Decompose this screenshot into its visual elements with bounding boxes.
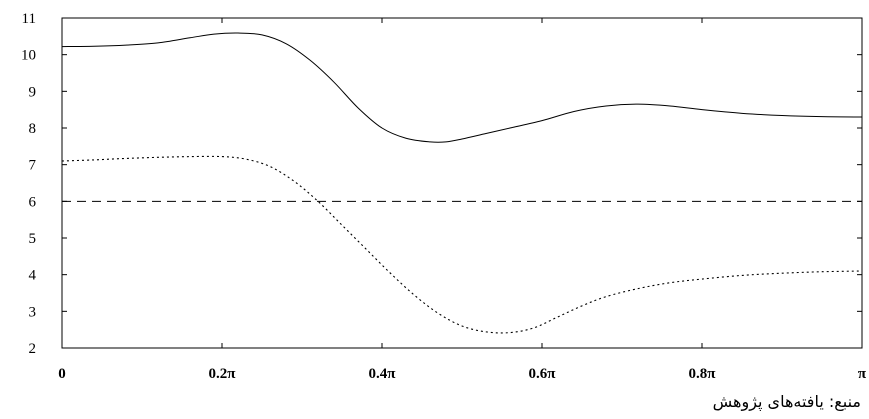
- plot-frame: [61, 17, 863, 349]
- chart: 2 3 4 5 6 7 8 9 10 11 0 0.2π 0.4π 0.6π 0.8π π: [21, 11, 867, 382]
- source-caption: منبع: یافته‌های پژوهش: [712, 392, 861, 411]
- y-axis: 2 3 4 5 6 7 8 9 10 11: [21, 11, 862, 357]
- x-tick-label: 0.6π: [529, 366, 557, 382]
- y-tick-label: 4: [29, 268, 37, 284]
- y-tick-label: 7: [29, 158, 37, 174]
- y-tick-label: 8: [29, 121, 37, 137]
- y-tick-label: 2: [29, 341, 37, 357]
- y-tick-label: 3: [29, 304, 37, 320]
- x-tick-label: 0.2π: [209, 366, 237, 382]
- series-line-solid: [61, 32, 863, 143]
- x-tick-label: 0.4π: [369, 366, 397, 382]
- y-tick-label: 9: [29, 84, 37, 100]
- x-axis: 0 0.2π 0.4π 0.6π 0.8π π: [58, 18, 867, 382]
- x-tick-label: 0: [58, 366, 66, 382]
- series-group: [61, 32, 863, 334]
- series-line-dotted: [61, 155, 863, 334]
- x-tick-label: π: [858, 366, 867, 382]
- y-tick-label: 6: [29, 194, 37, 210]
- y-tick-label: 5: [29, 231, 37, 247]
- y-tick-label: 11: [22, 11, 36, 27]
- plot-frame-group: [61, 17, 863, 349]
- x-tick-label: 0.8π: [689, 366, 717, 382]
- y-tick-label: 10: [21, 48, 36, 64]
